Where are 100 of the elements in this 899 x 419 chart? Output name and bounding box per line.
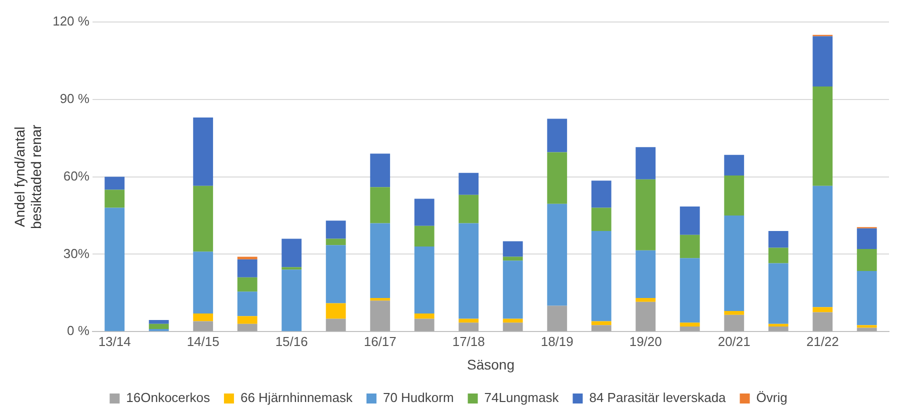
bar <box>414 246 434 314</box>
y-tick-label: 60% <box>63 168 90 184</box>
bar <box>856 228 877 250</box>
bar <box>636 302 656 332</box>
bar <box>768 324 788 326</box>
bar <box>370 300 390 332</box>
bar <box>768 230 788 248</box>
bar <box>414 318 434 332</box>
bar <box>282 267 302 270</box>
bar <box>768 263 788 324</box>
bar <box>502 241 523 257</box>
x-tick-label: 13/14 <box>98 334 131 349</box>
bar <box>458 194 479 224</box>
bar <box>148 320 169 324</box>
bar <box>680 234 700 258</box>
bar <box>547 152 568 204</box>
legend-label: 16Onkocerkos <box>126 390 210 406</box>
bar <box>812 186 833 308</box>
y-tick-label: 30% <box>63 246 90 261</box>
bar <box>636 250 656 298</box>
bar <box>591 208 612 231</box>
bar <box>502 256 523 261</box>
bar <box>370 298 390 301</box>
bar <box>193 314 214 322</box>
x-tick-label: 21/22 <box>806 334 839 349</box>
bar <box>591 325 612 332</box>
legend-label: 84 Parasitär leverskada <box>589 390 727 406</box>
bar <box>547 204 568 306</box>
y-tick-label: 120 % <box>52 14 90 29</box>
bar <box>458 322 479 332</box>
bar <box>458 318 479 323</box>
bar <box>326 303 346 319</box>
bar <box>724 310 744 315</box>
bar <box>370 223 390 298</box>
y-tick-label: 0 % <box>67 323 90 338</box>
bar <box>502 318 523 323</box>
bar <box>636 298 656 302</box>
bar <box>856 249 877 271</box>
bar <box>724 216 744 311</box>
bar <box>812 36 833 86</box>
bar <box>768 326 788 332</box>
x-tick-label: 17/18 <box>452 334 485 349</box>
x-tick-label: 19/20 <box>629 334 662 349</box>
bar <box>326 220 346 239</box>
bar <box>326 238 346 246</box>
y-tick-label: 90 % <box>60 90 90 106</box>
bar <box>724 176 744 216</box>
x-tick-label: 16/17 <box>364 334 396 349</box>
bar <box>414 198 434 226</box>
y-axis-title: Andel fynd/antal besiktaded renar <box>11 124 44 229</box>
bar <box>502 322 523 332</box>
bar <box>636 179 656 250</box>
bar <box>812 307 833 312</box>
bar <box>104 176 125 190</box>
bar <box>237 324 258 332</box>
bar <box>680 326 700 332</box>
legend-label: Övrig <box>756 390 788 406</box>
bar <box>856 328 877 332</box>
bar <box>237 256 258 260</box>
x-axis-title: Säsong <box>466 356 514 372</box>
bar <box>237 259 258 278</box>
bar <box>414 314 434 319</box>
x-tick-label: 15/16 <box>275 334 308 349</box>
bar <box>856 325 877 328</box>
legend-label: 74Lungmask <box>484 390 560 406</box>
bar <box>282 238 302 268</box>
bar <box>193 321 214 332</box>
bar <box>458 172 479 195</box>
bar <box>680 322 700 326</box>
bar <box>547 118 568 152</box>
bar <box>724 314 744 332</box>
bar <box>237 292 258 316</box>
bar <box>282 270 302 332</box>
bar <box>326 318 346 332</box>
bar <box>104 208 125 332</box>
bar <box>591 180 612 208</box>
bar <box>104 190 125 208</box>
legend-label: 66 Hjärnhinnemask <box>240 390 353 406</box>
bar <box>547 306 568 332</box>
bar <box>458 223 479 319</box>
bar <box>370 154 390 188</box>
bar <box>237 316 258 324</box>
bar <box>591 230 612 322</box>
bar <box>193 186 214 252</box>
bar <box>591 321 612 326</box>
bar <box>768 248 788 264</box>
bar <box>148 324 169 330</box>
x-tick-label: 20/21 <box>718 334 750 349</box>
bar <box>636 147 656 180</box>
bar <box>680 258 700 323</box>
bar <box>326 245 346 304</box>
bar <box>680 206 700 235</box>
bar <box>193 252 214 314</box>
x-tick-label: 18/19 <box>540 334 574 349</box>
x-tick-label: 14/15 <box>186 334 220 349</box>
bar <box>812 312 833 332</box>
bar <box>502 260 523 319</box>
bar <box>856 270 877 326</box>
bar <box>370 187 390 224</box>
bar <box>237 277 258 292</box>
